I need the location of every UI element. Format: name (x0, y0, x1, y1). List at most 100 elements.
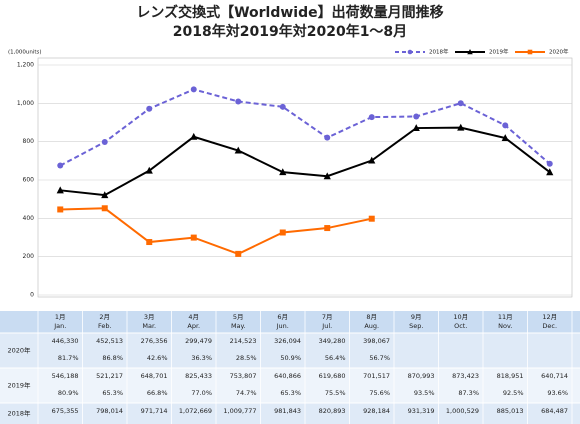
y-tick-label: 0 (30, 292, 34, 299)
table-yoy: 28.5% (236, 354, 257, 362)
table-yoy: 75.6% (369, 389, 390, 397)
x-tick-label: 6月 (277, 313, 288, 321)
data-point (279, 168, 287, 176)
data-point (101, 191, 109, 199)
x-tick-label-en: Sep. (409, 322, 423, 330)
x-tick-label-en: Aug. (364, 322, 379, 330)
data-point (457, 123, 465, 131)
legend-label: 2019年 (489, 48, 509, 56)
table-value: 825,433 (185, 372, 212, 380)
table-value: 640,866 (274, 372, 301, 380)
table-value: 753,807 (230, 372, 257, 380)
y-tick-label: 1,200 (17, 62, 34, 69)
table-yoy: 75.5% (325, 389, 346, 397)
x-tick-label-en: Jan. (53, 322, 66, 330)
table-yoy: 93.6% (547, 389, 568, 397)
x-tick-label: 7月 (322, 313, 333, 321)
x-tick-label-en: Nov. (498, 322, 512, 330)
y-tick-label: 800 (23, 138, 35, 145)
x-tick-label-en: Jun. (276, 322, 289, 330)
y-tick-label: 600 (23, 177, 35, 184)
table-yoy: 65.3% (280, 389, 301, 397)
table-value: 1,000,529 (446, 407, 479, 415)
table-yoy: 86.8% (102, 354, 123, 362)
table-value: 619,680 (319, 372, 346, 380)
legend-label: 2020年 (549, 48, 569, 56)
x-tick-label: 9月 (411, 313, 422, 321)
table-yoy: 56.4% (325, 354, 346, 362)
series-line (60, 126, 551, 197)
legend-marker (527, 49, 533, 55)
table-yoy: 65.3% (102, 389, 123, 397)
data-point (146, 239, 153, 246)
table-value: 684,487 (541, 407, 568, 415)
data-point (457, 100, 464, 107)
data-point (324, 225, 331, 232)
data-point (235, 250, 242, 257)
table-value: 299,479 (185, 337, 212, 345)
table-yoy: 56.7% (369, 354, 390, 362)
data-point (501, 134, 509, 142)
table-yoy: 42.6% (147, 354, 168, 362)
table-value: 214,523 (230, 337, 257, 345)
series-line (60, 207, 372, 255)
data-point (546, 168, 554, 176)
row-label: 2020年 (7, 346, 31, 355)
table-value: 276,356 (141, 337, 168, 345)
data-point (324, 134, 331, 141)
table-value: 675,355 (52, 407, 79, 415)
x-tick-label: 5月 (233, 313, 244, 321)
table-value: 818,951 (497, 372, 524, 380)
table-value: 701,517 (363, 372, 390, 380)
data-point (546, 160, 553, 167)
x-tick-label: 8月 (366, 313, 377, 321)
table-value: 928,184 (363, 407, 390, 415)
legend-marker (407, 49, 413, 55)
table-value: 1,009,777 (223, 407, 256, 415)
x-tick-label: 11月 (498, 313, 513, 321)
x-tick-label-en: May. (231, 322, 246, 330)
data-point (413, 113, 420, 120)
table-yoy: 81.7% (58, 354, 79, 362)
y-axis-label: (1,000units) (8, 50, 42, 56)
table-value: 873,423 (452, 372, 479, 380)
legend-marker (467, 49, 473, 55)
data-point (368, 114, 375, 121)
table-value: 1,072,669 (179, 407, 212, 415)
table-yoy: 36.3% (191, 354, 212, 362)
x-tick-label-en: Feb. (98, 322, 112, 330)
x-tick-label: 12月 (542, 313, 557, 321)
y-tick-label: 1,000 (17, 100, 34, 107)
data-point (234, 146, 242, 154)
table-yoy: 92.5% (503, 389, 524, 397)
table-value: 885,013 (497, 407, 524, 415)
data-point (145, 166, 153, 174)
table-value: 870,993 (408, 372, 435, 380)
row-label: 2019年 (7, 381, 31, 390)
x-tick-label-en: Oct. (454, 322, 467, 330)
table-value: 349,280 (319, 337, 346, 345)
data-point (235, 98, 242, 105)
x-tick-label: 4月 (188, 313, 199, 321)
table-yoy: 74.7% (236, 389, 257, 397)
data-point (412, 124, 420, 132)
y-tick-label: 400 (23, 215, 35, 222)
table-value: 798,014 (96, 407, 123, 415)
table-value: 820,893 (319, 407, 346, 415)
chart-subtitle: 2018年対2019年対2020年1～8月 (173, 23, 407, 40)
table-value: 648,701 (141, 372, 168, 380)
y-tick-label: 200 (23, 253, 35, 260)
table-yoy: 93.5% (414, 389, 435, 397)
x-tick-label: 2月 (99, 313, 110, 321)
data-point (190, 234, 197, 241)
table-header-bg (0, 311, 580, 333)
table-value: 546,188 (52, 372, 79, 380)
table-row-bg (0, 403, 580, 424)
x-tick-label: 3月 (144, 313, 155, 321)
table-value: 981,843 (274, 407, 301, 415)
data-point (279, 229, 286, 236)
table-yoy: 80.9% (58, 389, 79, 397)
data-point (190, 132, 198, 140)
table-yoy: 66.8% (147, 389, 168, 397)
x-tick-label-en: Jul. (321, 322, 332, 330)
